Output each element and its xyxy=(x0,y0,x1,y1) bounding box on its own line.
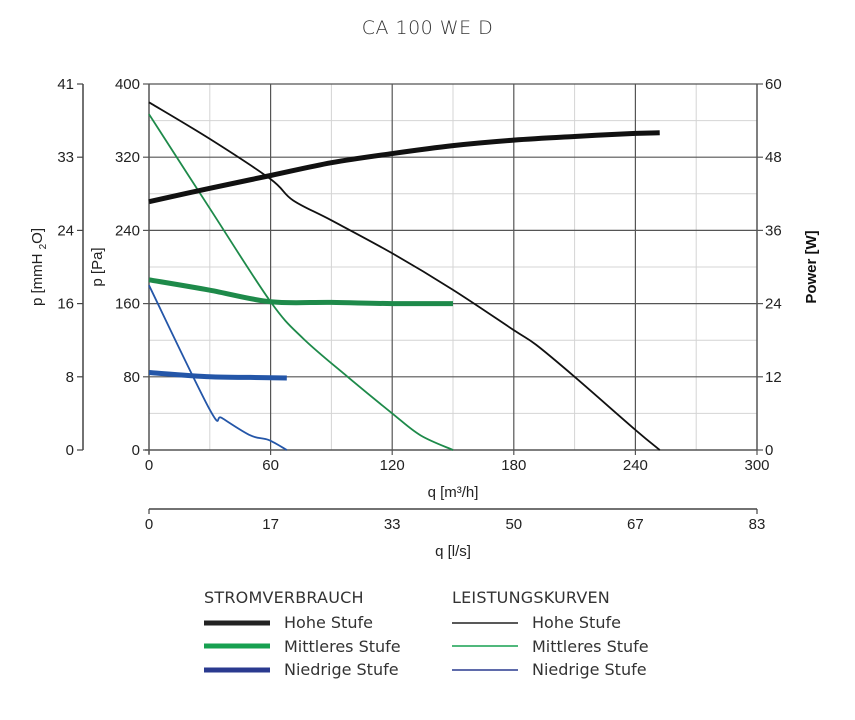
legend-label: Niedrige Stufe xyxy=(532,660,647,680)
legend-swatch-mittleres xyxy=(452,645,518,647)
y-tick-label-power: 36 xyxy=(765,222,782,239)
axes xyxy=(82,84,758,510)
y-tick-label-mmh2o: 24 xyxy=(57,222,74,239)
legend-swatch-niedrige xyxy=(204,667,270,673)
y-tick-label-mmh2o: 8 xyxy=(66,369,74,386)
x2-tick-label: 0 xyxy=(145,516,153,533)
legend-item: Hohe Stufe xyxy=(204,611,401,635)
legend-stromverbrauch: STROMVERBRAUCH Hohe Stufe Mittleres Stuf… xyxy=(204,588,401,682)
legend-label: Mittleres Stufe xyxy=(284,636,401,656)
x-tick-label: 180 xyxy=(501,457,526,474)
label-rest: O] xyxy=(29,228,46,244)
legend-item: Mittleres Stufe xyxy=(204,635,401,659)
power-curve-hohe-stufe xyxy=(148,130,660,205)
legend-label: Mittleres Stufe xyxy=(532,636,649,656)
minor-gridlines xyxy=(149,84,757,450)
y-tick-label-power: 60 xyxy=(765,76,782,93)
x2-axis-label: q [l/s] xyxy=(435,543,471,560)
chart-title: CA 100 WE D xyxy=(361,17,494,39)
x2-tick-label: 83 xyxy=(749,516,766,533)
series-layer xyxy=(148,101,661,451)
y-tick-label-pa: 240 xyxy=(115,222,140,239)
legend-label: Hohe Stufe xyxy=(284,613,373,633)
x-tick-label: 120 xyxy=(380,457,405,474)
y-tick-label-power: 48 xyxy=(765,149,782,166)
legend-leistungskurven: LEISTUNGSKURVEN Hohe Stufe Mittleres Stu… xyxy=(452,588,649,682)
x2-tick-label: 50 xyxy=(505,516,522,533)
y-tick-label-mmh2o: 33 xyxy=(57,149,74,166)
power-curve-mittleres-stufe xyxy=(148,277,454,307)
y-tick-label-power: 12 xyxy=(765,369,782,386)
x-tick-label: 240 xyxy=(623,457,648,474)
y-tick-label-pa: 320 xyxy=(115,149,140,166)
y-tick-label-power: 0 xyxy=(765,442,773,459)
legend-label: Niedrige Stufe xyxy=(284,660,399,680)
legend-item: Hohe Stufe xyxy=(452,611,649,635)
y-tick-label-mmh2o: 41 xyxy=(57,76,74,93)
x2-tick-label: 67 xyxy=(627,516,644,533)
y-tick-label-mmh2o: 16 xyxy=(57,296,74,313)
power-curve-niedrige-stufe xyxy=(148,370,287,381)
legend-title: STROMVERBRAUCH xyxy=(204,588,364,607)
y-axis-label-pa: p [Pa] xyxy=(89,247,106,286)
y-tick-label-pa: 80 xyxy=(123,369,140,386)
legend-swatch-niedrige xyxy=(452,669,518,671)
legend-label: Hohe Stufe xyxy=(532,613,621,633)
subscript-2: 2 xyxy=(38,243,49,249)
x-axis-label: q [m³/h] xyxy=(428,484,479,501)
chart-svg: 0 80 160 240 320 400 0 8 16 24 33 41 0 12 24 36 48 60 0 60 1… xyxy=(29,76,820,560)
y-tick-label-mmh2o: 0 xyxy=(66,442,74,459)
x-tick-label: 300 xyxy=(744,457,769,474)
x2-tick-label: 33 xyxy=(384,516,401,533)
legend-item: Niedrige Stufe xyxy=(204,658,401,682)
performance-curve-hohe-stufe xyxy=(148,101,661,451)
performance-curve-mittleres-stufe xyxy=(148,113,454,451)
legend-item: Niedrige Stufe xyxy=(452,658,649,682)
legend-swatch-mittleres xyxy=(204,643,270,649)
y-axis-label-power: Power [W] xyxy=(803,230,820,303)
y-tick-label-power: 24 xyxy=(765,296,782,313)
legend-swatch-hohe xyxy=(204,620,270,626)
x-tick-label: 0 xyxy=(145,457,153,474)
legend-swatch-hohe xyxy=(452,622,518,624)
tick-labels: 0 80 160 240 320 400 0 8 16 24 33 41 0 12 24 36 48 60 0 60 1… xyxy=(57,76,781,533)
y-tick-label-pa: 0 xyxy=(132,442,140,459)
legend-item: Mittleres Stufe xyxy=(452,635,649,659)
y-tick-label-pa: 400 xyxy=(115,76,140,93)
y-tick-label-pa: 160 xyxy=(115,296,140,313)
y-axis-label-mmh2o-text: p [mmH xyxy=(29,254,46,307)
x2-tick-label: 17 xyxy=(262,516,279,533)
y-axis-label-mmh2o: p [mmH 2O] xyxy=(29,228,49,306)
x-tick-label: 60 xyxy=(262,457,279,474)
major-gridlines xyxy=(149,83,757,450)
legend-title: LEISTUNGSKURVEN xyxy=(452,588,610,607)
performance-curve-niedrige-stufe xyxy=(148,284,288,451)
